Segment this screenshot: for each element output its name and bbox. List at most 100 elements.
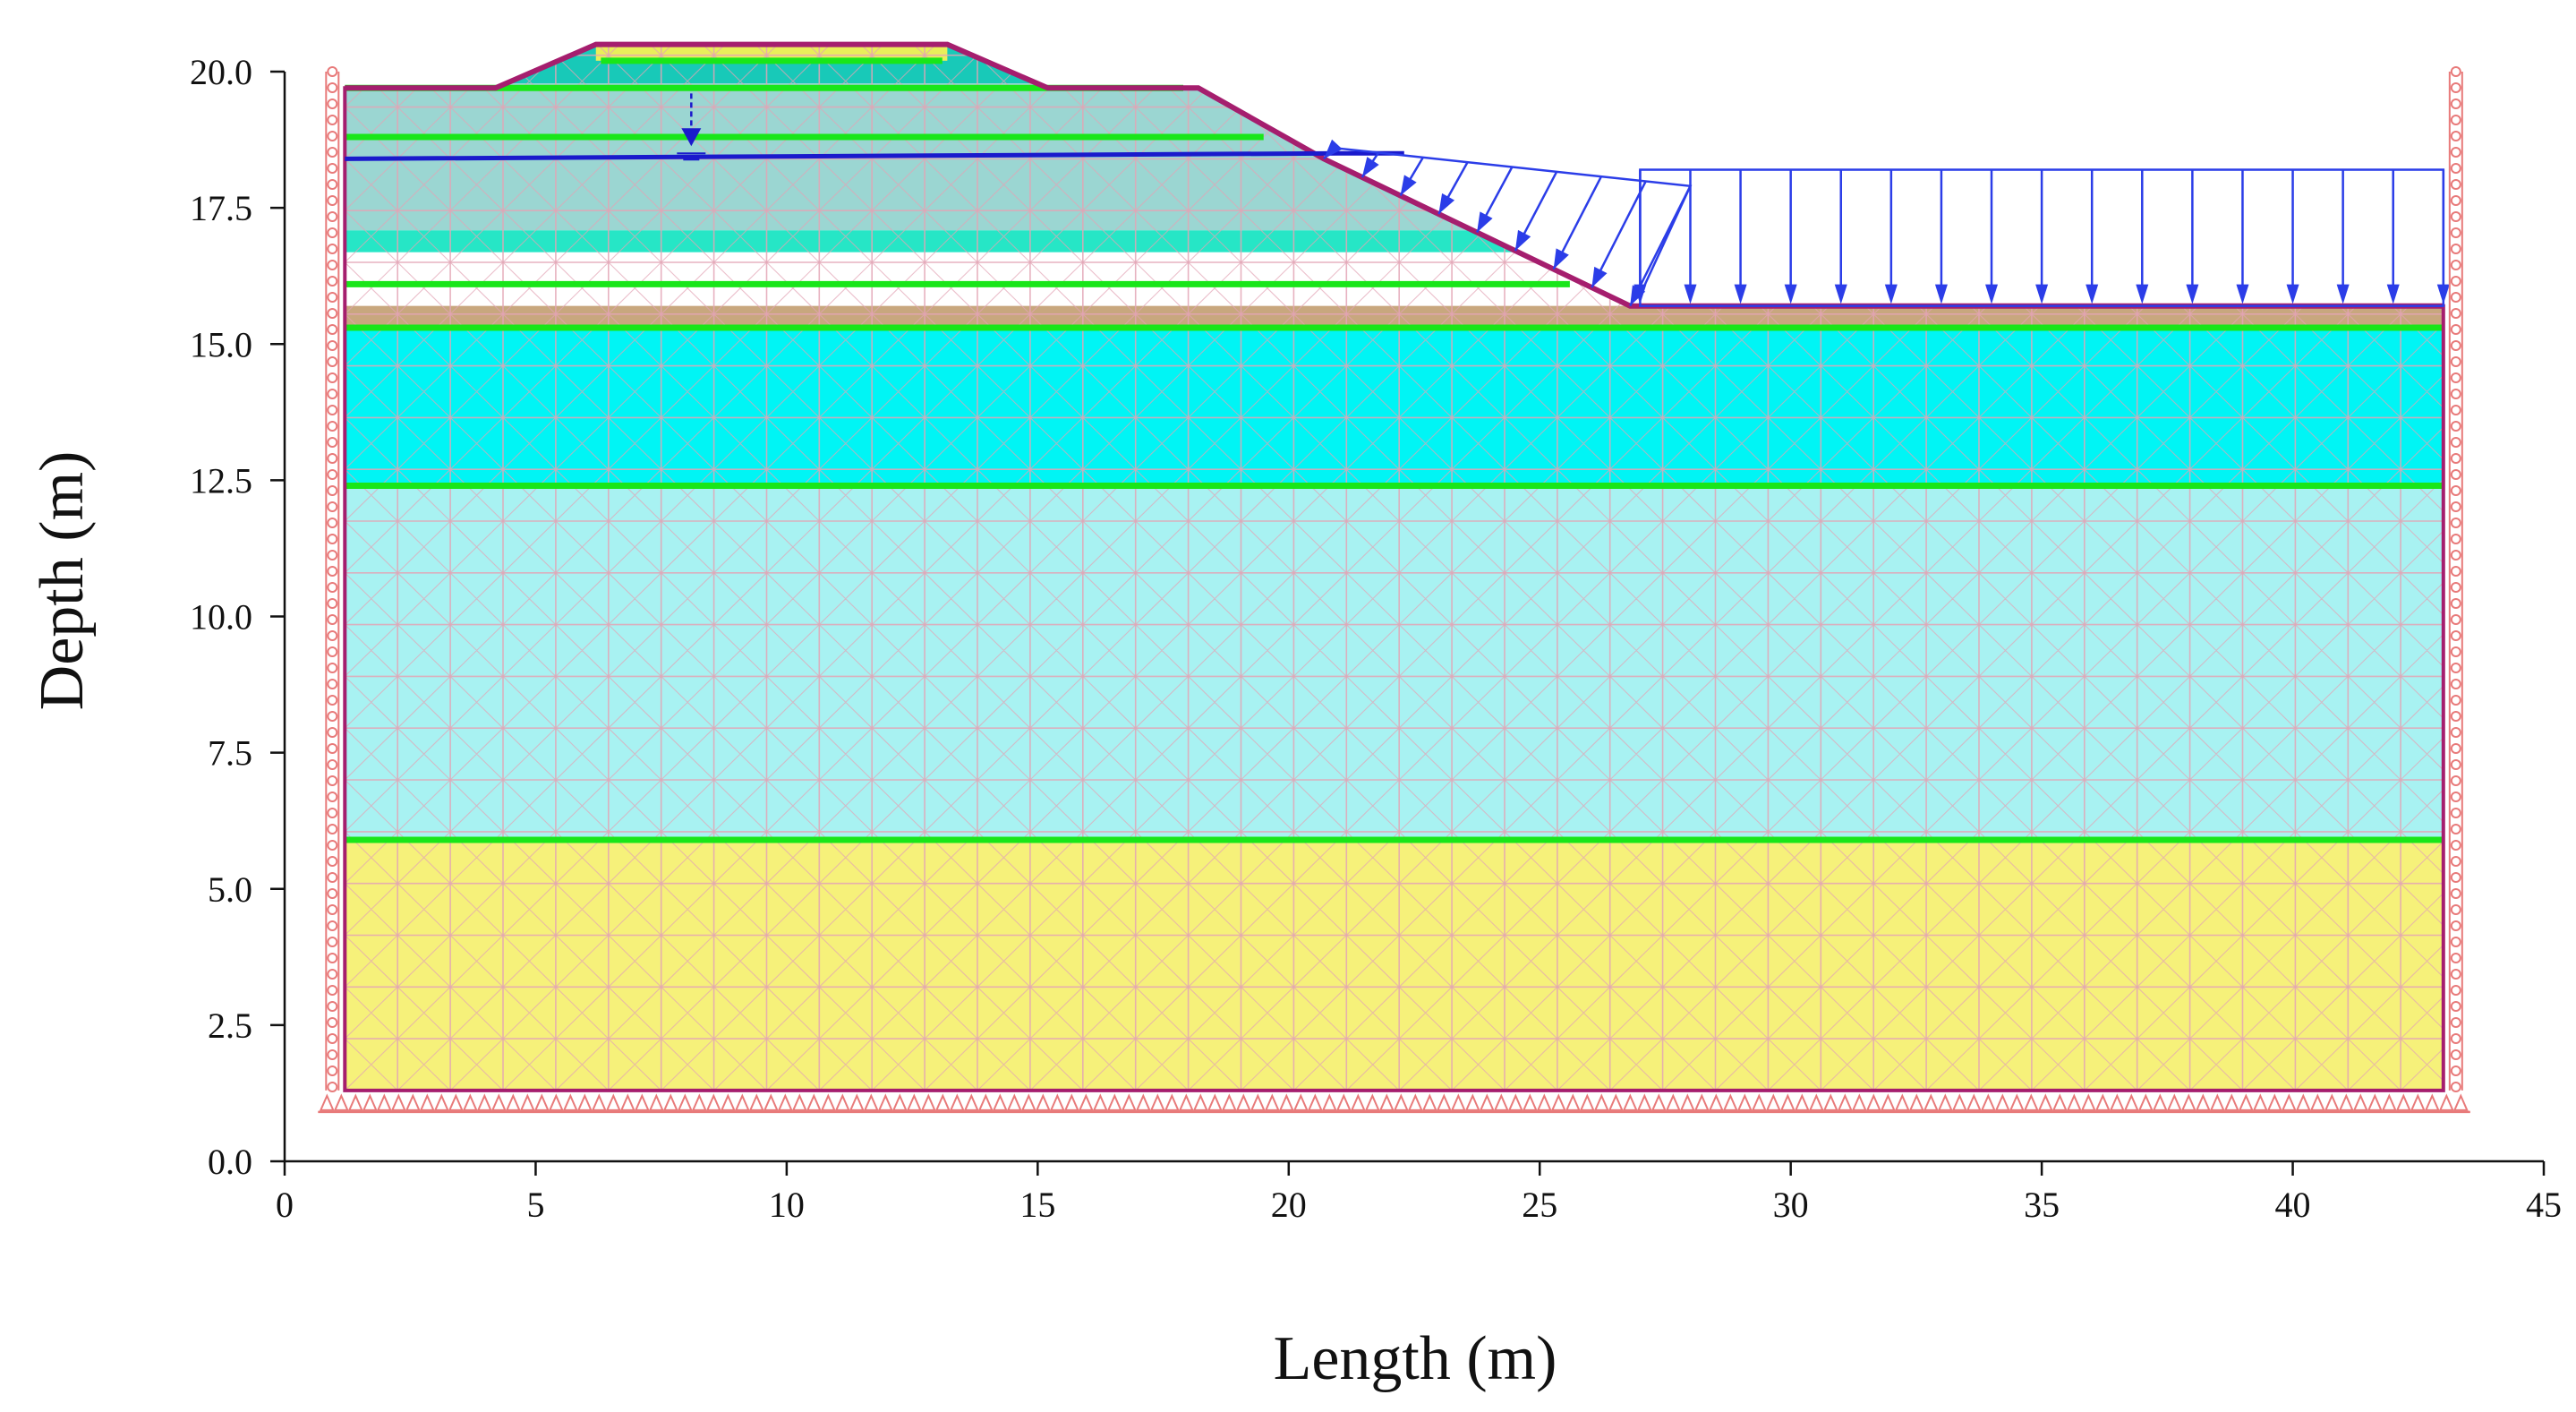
roller-support <box>327 244 338 254</box>
roller-support <box>327 421 338 432</box>
roller-support <box>2450 920 2461 931</box>
roller-support <box>327 1049 338 1060</box>
roller-support <box>327 276 338 287</box>
roller-support <box>2450 227 2461 238</box>
distributed-loads <box>1323 139 2450 307</box>
roller-support <box>327 1065 338 1076</box>
roller-support <box>2450 566 2461 577</box>
surcharge-load-arrow <box>1834 284 1847 304</box>
mesh-diagonals <box>345 44 2444 1091</box>
roller-support <box>327 856 338 867</box>
roller-support <box>2450 792 2461 802</box>
y-tick-label: 15.0 <box>190 324 252 364</box>
roller-support <box>327 1001 338 1012</box>
roller-support <box>327 824 338 834</box>
roller-support <box>2450 518 2461 528</box>
x-tick-label: 25 <box>1522 1185 1557 1225</box>
roller-support <box>2450 260 2461 270</box>
roller-support <box>2450 501 2461 512</box>
y-tick-label: 0.0 <box>208 1142 252 1182</box>
surcharge-load-arrow <box>2086 284 2099 304</box>
x-tick-label: 30 <box>1773 1185 1809 1225</box>
x-tick-label: 40 <box>2275 1185 2311 1225</box>
roller-support <box>2450 534 2461 544</box>
surcharge-load-arrow <box>1784 284 1797 304</box>
roller-support <box>327 566 338 577</box>
roller-support <box>327 679 338 689</box>
x-tick-label: 15 <box>1019 1185 1055 1225</box>
roller-support <box>327 485 338 496</box>
roller-support <box>327 147 338 158</box>
roller-support <box>2450 550 2461 561</box>
roller-support <box>2450 405 2461 415</box>
roller-support <box>327 501 338 512</box>
roller-support <box>2450 663 2461 673</box>
roller-support <box>327 582 338 593</box>
slope-load-arrow <box>1477 211 1493 233</box>
embankment-fill <box>345 44 2444 252</box>
model-boundaries <box>343 41 2445 1092</box>
roller-support <box>327 1033 338 1044</box>
roller-support <box>2450 646 2461 657</box>
roller-support <box>2450 872 2461 883</box>
roller-support <box>327 727 338 738</box>
slope-load-arrow <box>1591 266 1608 288</box>
roller-support <box>2450 904 2461 915</box>
roller-support <box>327 356 338 367</box>
roller-support <box>327 469 338 480</box>
roller-support <box>2450 469 2461 480</box>
roller-support <box>2450 1065 2461 1076</box>
roller-support <box>2450 969 2461 980</box>
roller-support <box>327 888 338 899</box>
y-tick-label: 10.0 <box>190 597 252 638</box>
y-tick-label: 12.5 <box>190 460 252 501</box>
layer-interfaces <box>345 57 2444 843</box>
roller-support <box>2450 727 2461 738</box>
y-tick-label: 17.5 <box>190 188 252 228</box>
roller-support <box>327 534 338 544</box>
roller-support <box>327 711 338 722</box>
roller-support <box>2450 453 2461 464</box>
roller-support <box>2450 179 2461 190</box>
surcharge-load-arrow <box>2236 284 2249 304</box>
roller-support <box>2450 824 2461 834</box>
roller-support <box>2450 1033 2461 1044</box>
x-axis-title: Length (m) <box>1274 1324 1557 1393</box>
roller-support <box>2450 292 2461 303</box>
roller-support <box>2450 937 2461 947</box>
roller-support <box>327 292 338 303</box>
x-tick-label: 35 <box>2024 1185 2060 1225</box>
roller-support <box>327 437 338 448</box>
roller-support <box>2450 953 2461 963</box>
roller-support <box>327 115 338 125</box>
roller-support <box>327 324 338 335</box>
roller-support <box>2450 1001 2461 1012</box>
roller-support <box>327 131 338 141</box>
roller-support <box>327 518 338 528</box>
roller-support <box>2450 356 2461 367</box>
roller-support <box>2450 131 2461 141</box>
roller-support <box>327 260 338 270</box>
roller-support <box>327 1017 338 1028</box>
roller-support <box>2450 598 2461 609</box>
roller-support <box>2450 743 2461 754</box>
roller-support <box>327 179 338 190</box>
roller-support <box>327 695 338 706</box>
roller-support <box>2450 775 2461 786</box>
roller-support <box>2450 244 2461 254</box>
x-tick-label: 45 <box>2526 1185 2562 1225</box>
surcharge-load-arrow <box>1884 284 1898 304</box>
water-level-icon <box>681 128 702 147</box>
slope-load-arrow <box>1400 175 1417 196</box>
y-tick-label: 20.0 <box>190 52 252 92</box>
roller-support <box>327 405 338 415</box>
surcharge-load-arrow <box>1934 284 1948 304</box>
slope-load-line <box>1591 180 1647 288</box>
roller-support <box>327 904 338 915</box>
roller-support <box>2450 308 2461 319</box>
x-tick-label: 10 <box>769 1185 805 1225</box>
surcharge-load-arrow <box>2336 284 2350 304</box>
roller-support <box>2450 82 2461 93</box>
roller-support <box>2450 98 2461 109</box>
roller-support <box>327 308 338 319</box>
